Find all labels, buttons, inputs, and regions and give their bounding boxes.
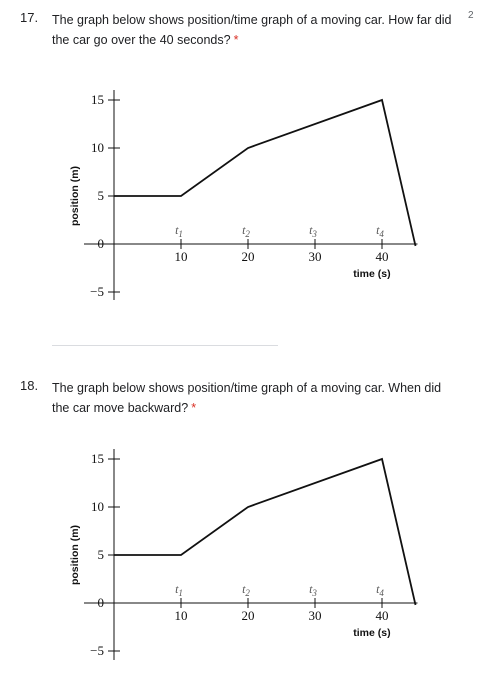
required-mark: * <box>191 401 197 415</box>
time-marker-label: t1 <box>175 582 183 598</box>
time-marker-label: t4 <box>376 223 384 239</box>
x-tick-label: 10 <box>175 608 188 623</box>
time-marker-label: t2 <box>242 223 250 239</box>
answer-input[interactable] <box>52 345 278 346</box>
y-tick-label: 5 <box>98 188 105 203</box>
question-text: The graph below shows position/time grap… <box>52 10 457 50</box>
x-tick-label: 10 <box>175 249 188 264</box>
time-marker-label: t3 <box>309 223 317 239</box>
question-number: 17. <box>20 10 39 25</box>
question-prompt: The graph below shows position/time grap… <box>52 13 452 47</box>
y-axis-label: position (m) <box>69 525 81 585</box>
points-badge: 2 <box>468 10 474 21</box>
x-tick-label: 30 <box>309 608 322 623</box>
x-axis-label: time (s) <box>353 268 390 280</box>
time-marker-label: t4 <box>376 582 384 598</box>
position-line <box>114 98 417 247</box>
x-axis-label: time (s) <box>353 627 390 639</box>
y-tick-label: 5 <box>98 547 105 562</box>
y-tick-label: 15 <box>91 92 104 107</box>
x-tick-label: 40 <box>376 608 389 623</box>
time-marker-label: t1 <box>175 223 183 239</box>
question-prompt: The graph below shows position/time grap… <box>52 381 442 415</box>
y-axis-label: position (m) <box>69 166 81 226</box>
y-tick-label: 10 <box>91 140 104 155</box>
y-tick-label: 15 <box>91 451 104 466</box>
x-tick-label: 20 <box>242 608 255 623</box>
time-marker-label: t2 <box>242 582 250 598</box>
x-tick-label: 40 <box>376 249 389 264</box>
question-number: 18. <box>20 378 39 393</box>
y-tick-label: 0 <box>98 236 105 251</box>
y-tick-label: −5 <box>90 284 104 299</box>
required-mark: * <box>233 33 239 47</box>
position-line <box>114 457 417 606</box>
question-text: The graph below shows position/time grap… <box>52 378 457 418</box>
x-tick-label: 30 <box>309 249 322 264</box>
y-tick-label: 10 <box>91 499 104 514</box>
y-tick-label: −5 <box>90 643 104 658</box>
y-tick-label: 0 <box>98 595 105 610</box>
time-marker-label: t3 <box>309 582 317 598</box>
x-tick-label: 20 <box>242 249 255 264</box>
